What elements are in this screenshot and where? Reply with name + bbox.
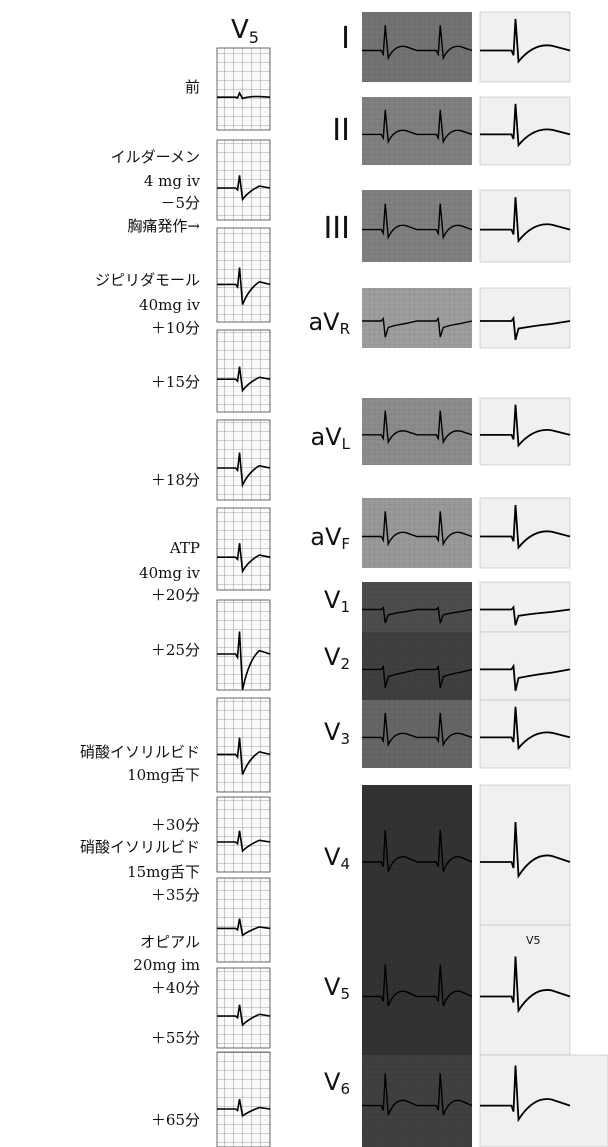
lead-sub: R [340,320,350,338]
lead-name: aV [308,308,340,336]
v5-strip [217,968,270,1048]
step-label: 40mg iv [139,296,200,314]
lead-name: V [324,643,341,671]
lead-sub: L [342,435,351,453]
lead-label: aVL [311,423,351,453]
step-label: 前 [185,78,200,96]
step-label: オピアル [140,933,200,951]
lead-panel-right [480,925,570,1055]
lead-label: aVF [310,523,350,553]
lead-panel-right [480,632,570,700]
lead-name: V [324,973,341,1001]
lead-panel-right [480,785,570,925]
lead-label: V3 [324,718,350,748]
lead-name: aV [310,523,342,551]
lead-panel-grid [362,582,472,632]
step-label: ＋18分 [151,471,200,489]
lead-panel-right [480,288,570,348]
lead-panel-grid [362,785,472,925]
step-label: ＋35分 [151,886,200,904]
v5-strip [217,140,270,220]
step-label: 10mg舌下 [127,766,200,784]
lead-name: V [324,843,341,871]
step-label: 胸痛発作→ [127,217,200,235]
lead-panel-grid [362,632,472,700]
v5-strip [217,1052,270,1147]
step-label: ジピリダモール [95,271,200,289]
step-label: ＋20分 [151,586,200,604]
v5-strip [217,228,270,322]
lead-name: II [332,113,350,148]
step-label: ＋25分 [151,641,200,659]
step-label: ＋15分 [151,373,200,391]
step-label: 硝酸イソリルビド [80,743,200,761]
lead-panel-right [480,582,570,632]
lead-panel-right [480,1055,608,1147]
v5-strip [217,797,270,872]
lead-sub: 5 [340,985,350,1003]
step-label: 40mg iv [139,564,200,582]
lead-sub: 2 [340,655,350,673]
lead-label: aVR [308,308,350,338]
step-label: －5分 [160,194,200,212]
v5-strip [217,600,270,690]
lead-label: V2 [324,643,350,673]
lead-name: aV [311,423,343,451]
step-label: ATP [169,539,200,557]
lead-label: V4 [324,843,350,873]
step-label: ＋40分 [151,979,200,997]
step-label: ＋55分 [151,1029,200,1047]
lead-panel-grid [362,288,472,348]
v5-strip [217,878,270,962]
v5-strip [217,698,270,792]
lead-label: V5 [324,973,350,1003]
lead-label: V1 [324,586,350,616]
lead-sub: 4 [340,855,350,873]
lead-sub: 6 [340,1080,350,1098]
lead-label: V6 [324,1068,350,1098]
lead-label: III [323,211,350,246]
lead-sub: 3 [340,730,350,748]
step-label: 20mg im [133,956,200,974]
step-label: ＋10分 [151,319,200,337]
ecg-figure: V5 前イルダーメン4 mg iv－5分胸痛発作→ジピリダモール40mg iv＋… [0,0,608,1147]
lead-sub: F [341,535,350,553]
step-label: ＋30分 [151,816,200,834]
v5-strip [217,420,270,500]
v5-strip [217,48,270,130]
v5-title: V5 [231,15,259,47]
inset-label: V5 [526,934,541,947]
step-label: イルダーメン [111,148,200,166]
lead-name: V [324,1068,341,1096]
lead-panel-grid [362,925,472,1055]
step-label: 硝酸イソリルビド [80,838,200,856]
lead-label: II [332,113,350,148]
v5-strip [217,330,270,412]
step-label: 15mg舌下 [127,863,200,881]
lead-name: V [324,586,341,614]
v5-strip [217,508,270,590]
lead-name: III [323,211,350,246]
step-label: ＋65分 [151,1111,200,1129]
step-label: 4 mg iv [144,172,201,190]
lead-name: V [324,718,341,746]
lead-name: I [341,21,350,56]
lead-label: I [341,21,350,56]
lead-sub: 1 [340,598,350,616]
